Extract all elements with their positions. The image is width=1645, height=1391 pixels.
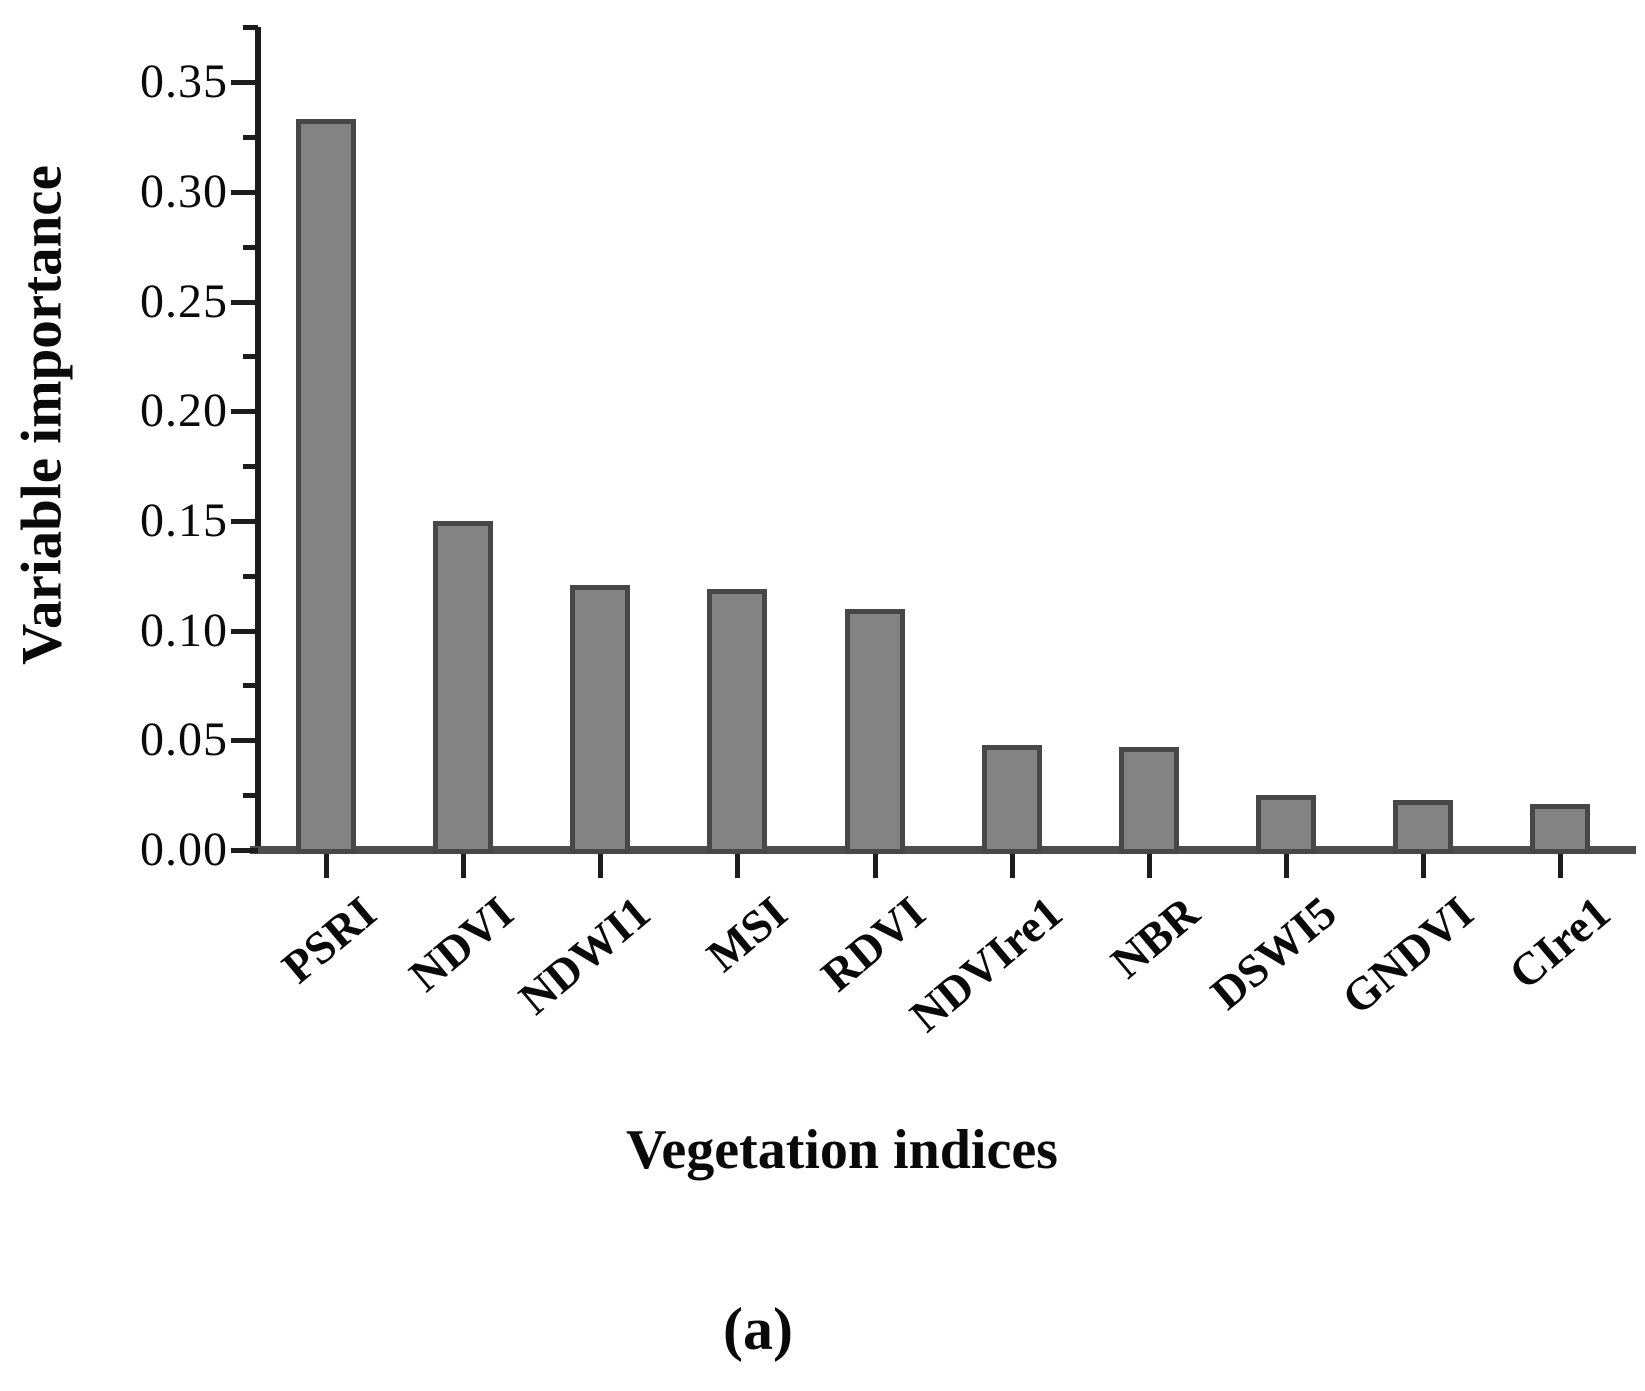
bar-NDVI (433, 520, 494, 854)
x-axis-title: Vegetation indices (626, 1119, 1058, 1181)
y-major-tick (231, 848, 258, 853)
x-tick-label-NBR: NBR (1101, 886, 1209, 988)
y-major-tick (231, 738, 258, 744)
y-major-tick (231, 80, 258, 86)
y-minor-tick (243, 25, 258, 31)
y-minor-tick (243, 354, 258, 360)
y-tick-label: 0.35 (140, 55, 228, 109)
bar-GNDVI (1393, 799, 1454, 854)
x-tick-label-MSI: MSI (697, 886, 797, 982)
x-tick-NDVIre1 (1009, 854, 1015, 878)
y-major-tick (231, 299, 258, 305)
y-tick-label: 0.00 (140, 823, 228, 876)
x-tick-NDVI (461, 854, 467, 878)
x-tick-label-NDVI: NDVI (399, 886, 523, 1002)
y-tick-label: 0.10 (140, 603, 228, 657)
y-tick-label: 0.30 (140, 164, 228, 218)
x-tick-label-CIre1: CIre1 (1499, 886, 1620, 999)
y-minor-tick (243, 793, 258, 799)
x-tick-PSRI (324, 854, 329, 878)
y-tick-label: 0.05 (140, 713, 228, 767)
panel-caption: (a) (723, 1296, 793, 1362)
x-tick-RDVI (872, 854, 878, 878)
y-major-tick (231, 628, 258, 634)
bar-MSI (707, 588, 768, 854)
bar-NDWI1 (570, 584, 631, 854)
x-tick-DSWI5 (1284, 854, 1290, 878)
x-tick-GNDVI (1421, 854, 1427, 878)
x-tick-label-RDVI: RDVI (811, 886, 935, 1002)
y-minor-tick (243, 683, 258, 689)
y-major-tick (231, 409, 258, 415)
y-tick-label: 0.15 (140, 493, 228, 547)
bar-PSRI (296, 119, 356, 854)
y-minor-tick (243, 464, 258, 470)
x-tick-NBR (1146, 854, 1152, 878)
x-tick-label-GNDVI: GNDVI (1332, 886, 1483, 1025)
x-tick-NDWI1 (598, 854, 604, 878)
y-minor-tick (243, 134, 258, 140)
bar-NDVIre1 (981, 744, 1042, 854)
x-tick-MSI (735, 854, 741, 878)
x-tick-label-NDVIre1: NDVIre1 (900, 886, 1072, 1042)
x-tick-label-NDWI1: NDWI1 (509, 886, 660, 1025)
y-axis-line (255, 27, 261, 854)
y-tick-label: 0.25 (140, 274, 228, 328)
x-axis-line (250, 846, 1636, 854)
y-minor-tick (243, 573, 258, 579)
x-tick-CIre1 (1558, 854, 1564, 878)
y-tick-label: 0.20 (140, 384, 228, 438)
x-tick-label-PSRI: PSRI (272, 886, 386, 993)
bar-CIre1 (1530, 803, 1591, 854)
y-minor-tick (243, 244, 258, 250)
y-major-tick (231, 518, 258, 524)
x-tick-label-DSWI5: DSWI5 (1201, 886, 1346, 1020)
y-major-tick (231, 189, 258, 195)
bar-DSWI5 (1256, 795, 1317, 854)
bar-RDVI (844, 608, 905, 854)
bar-NBR (1118, 746, 1179, 854)
